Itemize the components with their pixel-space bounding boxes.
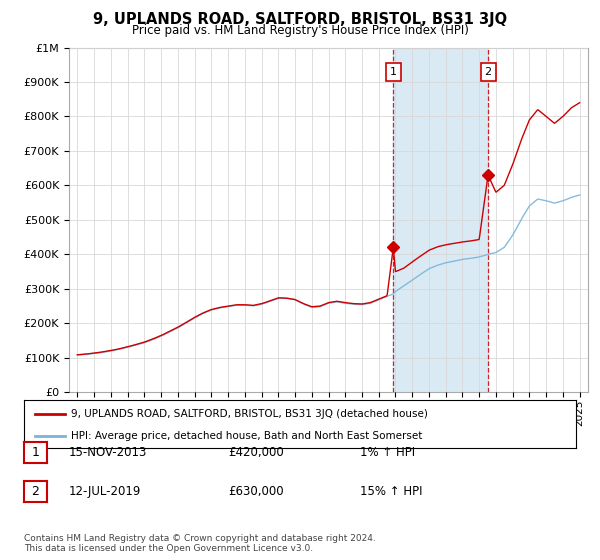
Text: £630,000: £630,000	[228, 485, 284, 498]
Text: 9, UPLANDS ROAD, SALTFORD, BRISTOL, BS31 3JQ: 9, UPLANDS ROAD, SALTFORD, BRISTOL, BS31…	[93, 12, 507, 27]
Text: 15-NOV-2013: 15-NOV-2013	[69, 446, 148, 459]
Text: 15% ↑ HPI: 15% ↑ HPI	[360, 485, 422, 498]
Text: 1: 1	[390, 67, 397, 77]
Text: HPI: Average price, detached house, Bath and North East Somerset: HPI: Average price, detached house, Bath…	[71, 431, 422, 441]
Text: £420,000: £420,000	[228, 446, 284, 459]
Text: 2: 2	[31, 485, 40, 498]
Text: Price paid vs. HM Land Registry's House Price Index (HPI): Price paid vs. HM Land Registry's House …	[131, 24, 469, 37]
Text: 9, UPLANDS ROAD, SALTFORD, BRISTOL, BS31 3JQ (detached house): 9, UPLANDS ROAD, SALTFORD, BRISTOL, BS31…	[71, 409, 428, 419]
Text: Contains HM Land Registry data © Crown copyright and database right 2024.
This d: Contains HM Land Registry data © Crown c…	[24, 534, 376, 553]
Text: 2: 2	[484, 67, 491, 77]
Text: 1: 1	[31, 446, 40, 459]
Bar	[393, 48, 488, 392]
Text: 1% ↑ HPI: 1% ↑ HPI	[360, 446, 415, 459]
Text: 12-JUL-2019: 12-JUL-2019	[69, 485, 142, 498]
